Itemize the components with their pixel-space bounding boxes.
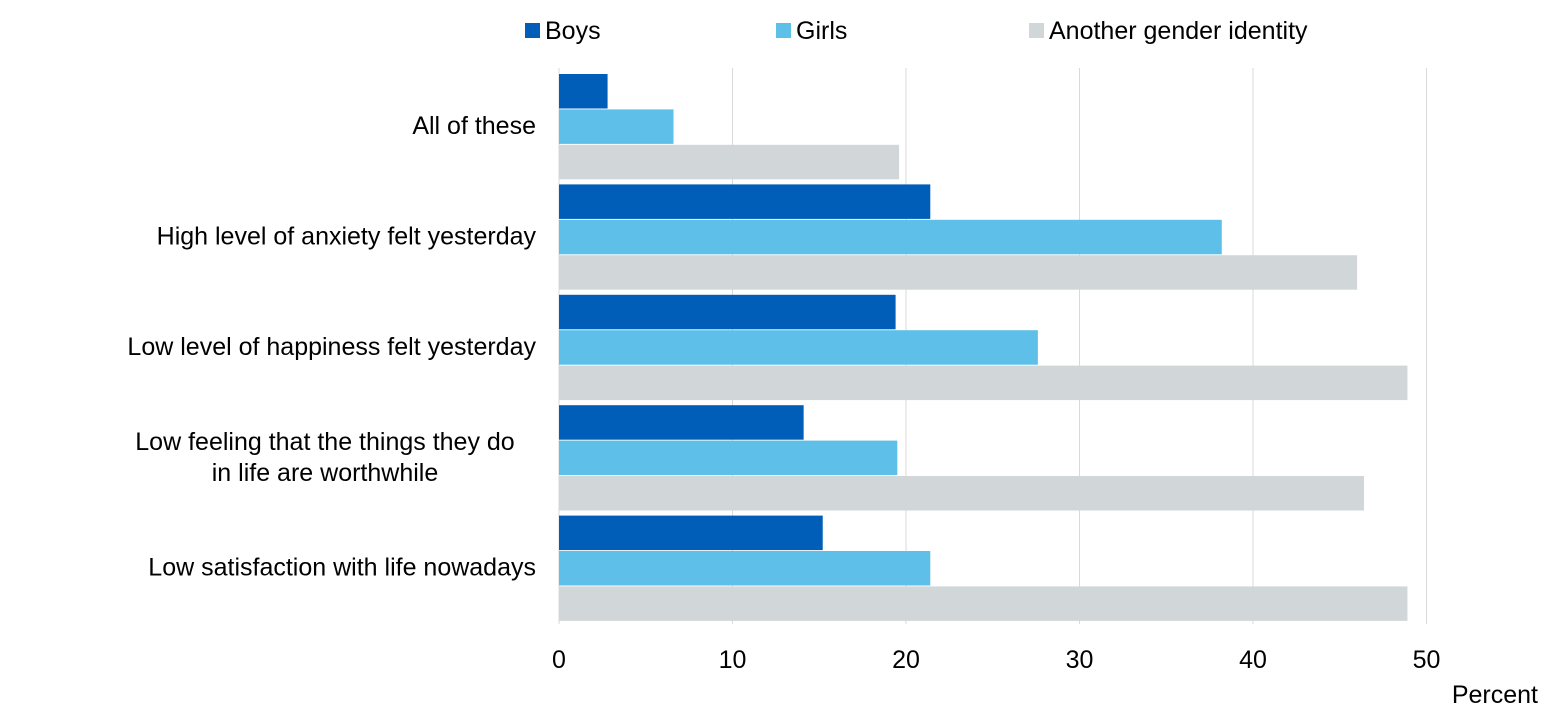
bar bbox=[559, 294, 896, 330]
bar bbox=[559, 586, 1408, 621]
legend-swatch bbox=[525, 23, 540, 38]
x-axis-title: Percent bbox=[1452, 681, 1538, 709]
bar bbox=[559, 255, 1358, 290]
bar bbox=[559, 330, 1038, 365]
x-tick-label: 10 bbox=[719, 646, 747, 674]
bar bbox=[559, 405, 804, 440]
category-label: Low satisfaction with life nowadays bbox=[148, 554, 536, 582]
bar bbox=[559, 440, 898, 476]
bar bbox=[559, 109, 674, 144]
legend-label: Boys bbox=[545, 17, 601, 45]
x-tick-labels: 0 10 20 30 40 50 bbox=[552, 646, 1440, 674]
bar bbox=[559, 74, 608, 109]
bar bbox=[559, 184, 931, 219]
legend: Boys Girls Another gender identity bbox=[525, 17, 1308, 45]
bar bbox=[559, 365, 1408, 401]
bar bbox=[559, 219, 1222, 255]
bar bbox=[559, 144, 900, 180]
x-tick-label: 40 bbox=[1239, 646, 1267, 674]
category-label: All of these bbox=[412, 112, 536, 140]
legend-swatch bbox=[1029, 23, 1044, 38]
legend-swatch bbox=[776, 23, 791, 38]
category-labels: All of these High level of anxiety felt y… bbox=[127, 112, 536, 582]
x-tick-label: 20 bbox=[892, 646, 920, 674]
legend-label: Girls bbox=[796, 17, 847, 45]
x-tick-label: 30 bbox=[1066, 646, 1094, 674]
bar bbox=[559, 551, 931, 586]
x-tick-label: 0 bbox=[552, 646, 566, 674]
bars bbox=[559, 74, 1408, 621]
category-label: Low feeling that the things they do bbox=[135, 428, 514, 456]
category-label: in life are worthwhile bbox=[212, 459, 439, 487]
category-label: Low level of happiness felt yesterday bbox=[127, 333, 536, 361]
x-tick-label: 50 bbox=[1413, 646, 1441, 674]
bar bbox=[559, 515, 823, 551]
bar bbox=[559, 476, 1365, 511]
legend-label: Another gender identity bbox=[1049, 17, 1308, 45]
category-label: High level of anxiety felt yesterday bbox=[157, 223, 537, 251]
